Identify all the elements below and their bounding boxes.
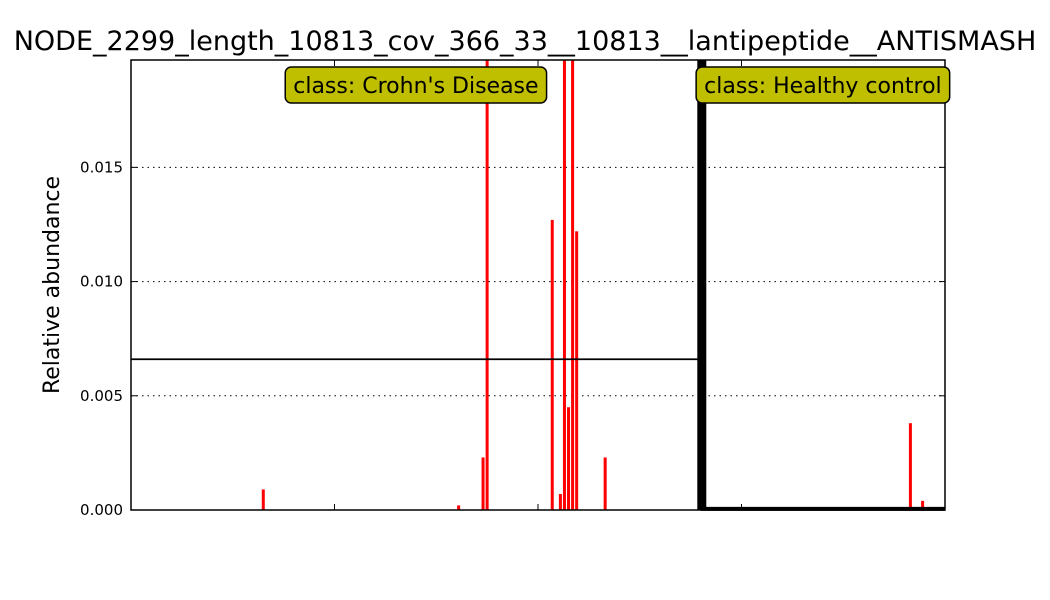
y-tick-label: 0.005: [80, 387, 123, 405]
class-label-text: class: Crohn's Disease: [293, 74, 538, 99]
class-label-text: class: Healthy control: [704, 74, 942, 99]
bar: [575, 231, 579, 510]
class-label-box: [695, 66, 951, 104]
bar: [481, 457, 485, 510]
chart-title: NODE_2299_length_10813_cov_366_33__10813…: [14, 26, 1037, 57]
bar: [603, 457, 607, 510]
bar: [261, 489, 265, 510]
class-label-box: [284, 66, 548, 104]
bar: [550, 219, 554, 510]
y-tick-label: 0.000: [80, 501, 123, 519]
y-tick-label: 0.015: [80, 158, 123, 176]
y-axis-label: Relative abundance: [40, 176, 65, 394]
bar: [571, 60, 575, 510]
axis-ticks: 0.000 0.005 0.010 0.015: [80, 60, 945, 519]
class-labels: class: Crohn's Disease class: Healthy con…: [284, 66, 951, 104]
grid-lines: [131, 166, 945, 397]
bar: [558, 494, 562, 510]
bar: [921, 500, 925, 510]
class-label: class: Crohn's Disease: [284, 66, 548, 104]
bar: [908, 423, 912, 510]
class-label: class: Healthy control: [695, 66, 951, 104]
class-mean-lines: [131, 358, 945, 511]
bar: [457, 505, 461, 510]
bar: [485, 60, 489, 510]
bar: [567, 407, 571, 510]
bar: [562, 60, 566, 510]
bars: [261, 60, 925, 510]
y-tick-label: 0.010: [80, 273, 123, 291]
plot-frame: [130, 59, 946, 511]
